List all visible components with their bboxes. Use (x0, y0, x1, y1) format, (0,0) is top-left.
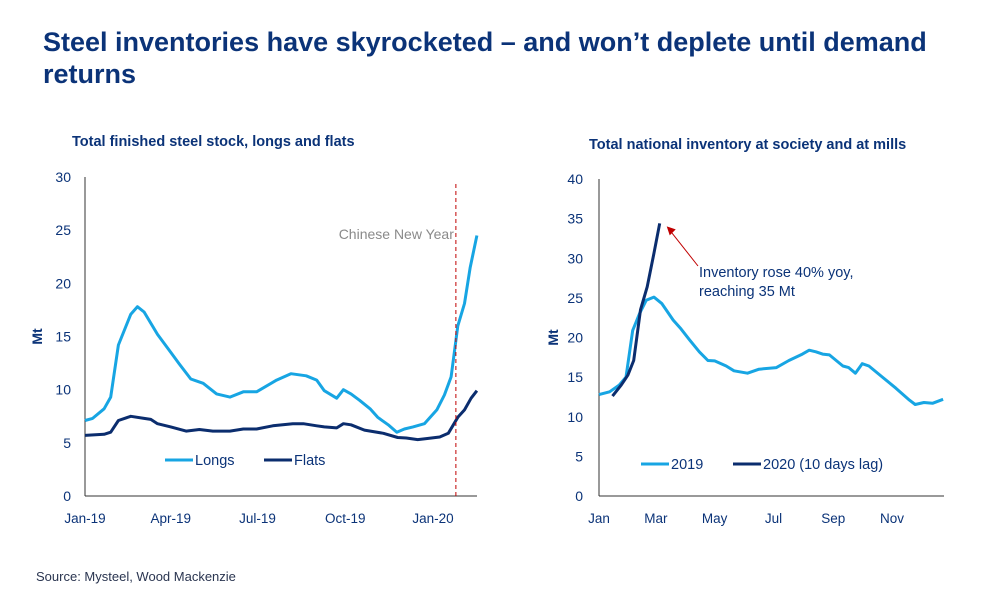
right-y-tick-label: 15 (567, 369, 583, 385)
right-y-tick-label: 30 (567, 250, 583, 266)
left-x-tick-label: Jan-19 (64, 511, 105, 526)
right-x-tick-label: Jan (588, 511, 610, 526)
right-y-tick-label: 40 (567, 171, 583, 187)
right-y-tick-label: 25 (567, 290, 583, 306)
left-y-tick-label: 25 (55, 222, 71, 238)
left-x-tick-label: Oct-19 (325, 511, 366, 526)
annotation-arrow-line (670, 231, 699, 267)
right-x-tick-label: Sep (821, 511, 845, 526)
right-x-tick-label: Mar (644, 511, 668, 526)
right-legend-label: 2020 (10 days lag) (763, 457, 883, 473)
chinese-new-year-label: Chinese New Year (339, 226, 455, 242)
annotation-arrowhead-icon (666, 226, 676, 236)
left-y-tick-label: 0 (63, 488, 71, 504)
right-y-tick-label: 0 (575, 488, 583, 504)
right-chart-title: Total national inventory at society and … (589, 137, 907, 153)
right-y-tick-label: 20 (567, 330, 583, 346)
left-legend-label: Flats (294, 453, 325, 469)
left-y-tick-label: 10 (55, 382, 71, 398)
left-series-flats (84, 389, 479, 442)
left-x-tick-label: Jan-20 (412, 511, 453, 526)
left-y-tick-label: 15 (55, 329, 71, 345)
source-note: Source: Mysteel, Wood Mackenzie (36, 569, 236, 584)
annotation-text: reaching 35 Mt (699, 284, 795, 300)
right-x-tick-label: Jul (765, 511, 782, 526)
right-y-axis-label: Mt (545, 329, 561, 346)
right-series-2019 (598, 295, 944, 406)
page-title: Steel inventories have skyrocketed – and… (43, 27, 927, 89)
left-x-tick-label: Apr-19 (151, 511, 192, 526)
right-y-tick-label: 5 (575, 448, 583, 464)
left-y-tick-label: 30 (55, 169, 71, 185)
right-y-tick-label: 35 (567, 211, 583, 227)
right-series-2020-10-days-lag- (611, 223, 662, 398)
left-legend-label: Longs (195, 453, 235, 469)
left-y-tick-label: 20 (55, 275, 71, 291)
left-series-longs (84, 235, 479, 434)
right-x-tick-label: May (702, 511, 728, 526)
right-x-tick-label: Nov (880, 511, 904, 526)
left-x-tick-label: Jul-19 (239, 511, 276, 526)
left-chart-title: Total finished steel stock, longs and fl… (72, 134, 355, 150)
right-y-tick-label: 10 (567, 409, 583, 425)
annotation-text: Inventory rose 40% yoy, (699, 265, 853, 281)
right-legend-label: 2019 (671, 457, 703, 473)
left-y-axis-label: Mt (29, 328, 45, 345)
left-y-tick-label: 5 (63, 435, 71, 451)
